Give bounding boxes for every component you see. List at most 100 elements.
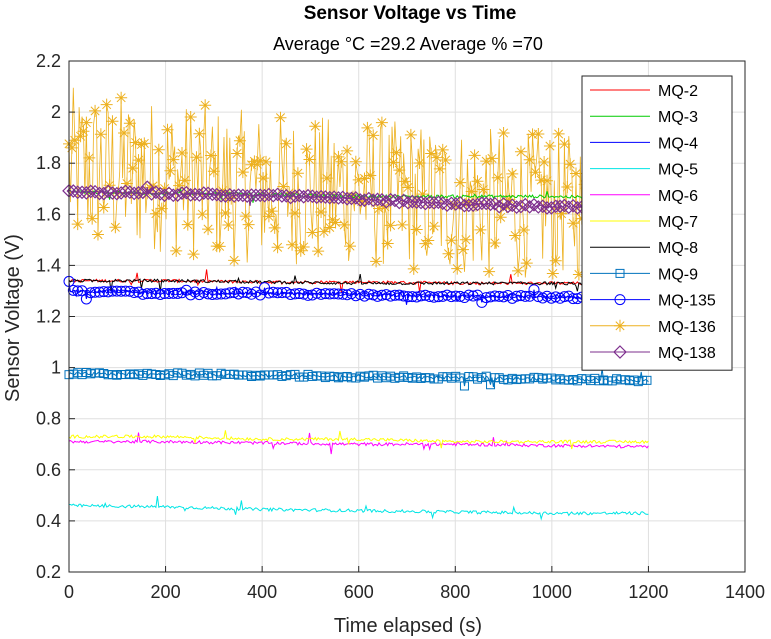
series-marker	[350, 290, 362, 302]
series-marker	[512, 264, 525, 277]
y-axis-label: Sensor Voltage (V)	[2, 234, 24, 402]
series-marker	[427, 195, 441, 210]
series-marker	[312, 245, 325, 258]
series-marker	[219, 207, 232, 220]
series-marker	[531, 200, 546, 214]
series-marker	[532, 127, 545, 140]
series-marker	[451, 262, 464, 275]
series-marker	[328, 288, 340, 300]
series-marker	[407, 262, 420, 275]
legend-item: MQ-8	[590, 240, 698, 257]
series-marker	[306, 226, 319, 239]
x-tick-label: 600	[344, 582, 374, 602]
series-marker	[519, 290, 531, 302]
series-marker	[207, 165, 220, 178]
series-marker	[480, 292, 492, 304]
y-tick-label: 0.2	[36, 562, 61, 582]
legend-label: MQ-6	[658, 188, 698, 205]
series-marker	[263, 287, 275, 299]
series-marker	[288, 207, 301, 220]
series-marker	[109, 186, 124, 201]
series-marker	[349, 155, 362, 168]
legend-label: MQ-5	[658, 162, 698, 179]
series-marker	[136, 185, 150, 200]
series-marker	[459, 233, 472, 246]
series-marker	[315, 205, 328, 218]
series-marker	[175, 186, 189, 200]
series-marker	[118, 184, 133, 199]
series-marker	[150, 287, 162, 299]
series-marker	[553, 199, 567, 214]
series-marker	[535, 174, 548, 187]
series-marker	[100, 98, 113, 111]
series-marker	[314, 189, 328, 204]
series-marker	[86, 212, 99, 225]
series-marker	[128, 287, 140, 299]
series-marker	[538, 156, 551, 169]
y-tick-label: 0.4	[36, 511, 61, 531]
y-tick-label: 0.6	[36, 460, 61, 480]
series-marker	[561, 180, 574, 193]
series-marker	[501, 199, 515, 214]
series-marker	[431, 195, 446, 210]
series-line	[68, 274, 649, 295]
series-marker	[163, 288, 175, 300]
series-marker	[311, 287, 323, 299]
series-marker	[362, 191, 376, 206]
series-marker	[557, 198, 572, 213]
series-marker	[267, 286, 279, 298]
series-line	[68, 430, 649, 450]
series-marker	[570, 167, 582, 180]
series-marker	[465, 185, 478, 198]
series-marker	[448, 197, 463, 211]
series-marker	[474, 196, 489, 211]
series-marker	[305, 189, 320, 204]
series-marker	[204, 149, 217, 162]
series-marker	[390, 146, 403, 159]
series-marker	[462, 196, 475, 209]
series-marker	[135, 138, 148, 151]
legend-label: MQ-7	[658, 214, 698, 231]
y-tick-label: 2	[51, 102, 61, 122]
series-marker	[450, 290, 462, 302]
series-marker	[428, 220, 441, 233]
series-marker	[249, 188, 263, 203]
legend-item: MQ-138	[590, 345, 716, 362]
series-marker	[152, 143, 165, 156]
series-marker	[319, 288, 331, 300]
series-marker	[159, 288, 171, 300]
series-marker	[466, 198, 480, 212]
series-marker	[289, 288, 301, 300]
x-tick-label: 1400	[725, 582, 765, 602]
series-mq-8	[68, 274, 649, 295]
legend-item: MQ-7	[590, 214, 698, 231]
series-marker	[215, 288, 227, 300]
series-marker	[401, 181, 414, 194]
series-marker	[437, 290, 449, 302]
series-marker	[67, 284, 79, 296]
series-marker	[514, 145, 527, 158]
series-marker	[201, 186, 215, 201]
series-marker	[561, 200, 576, 215]
series-marker	[457, 243, 470, 256]
series-marker	[241, 287, 253, 299]
series-marker	[338, 218, 351, 231]
series-marker	[481, 371, 491, 381]
series-marker	[286, 238, 299, 251]
series-mq-7	[68, 430, 649, 450]
legend-item: MQ-136	[590, 319, 716, 336]
series-marker	[187, 248, 200, 261]
series-marker	[442, 247, 455, 260]
series-marker	[467, 290, 479, 302]
chart-title: Sensor Voltage vs Time	[304, 3, 517, 24]
x-tick-label: 400	[247, 582, 277, 602]
series-marker	[119, 285, 131, 297]
series-marker	[517, 223, 530, 236]
series-marker	[280, 137, 293, 150]
series-marker	[106, 115, 119, 128]
series-marker	[181, 218, 194, 231]
series-marker	[270, 187, 285, 202]
series-marker	[514, 199, 528, 214]
series-marker	[166, 188, 181, 203]
series-marker	[376, 289, 388, 301]
